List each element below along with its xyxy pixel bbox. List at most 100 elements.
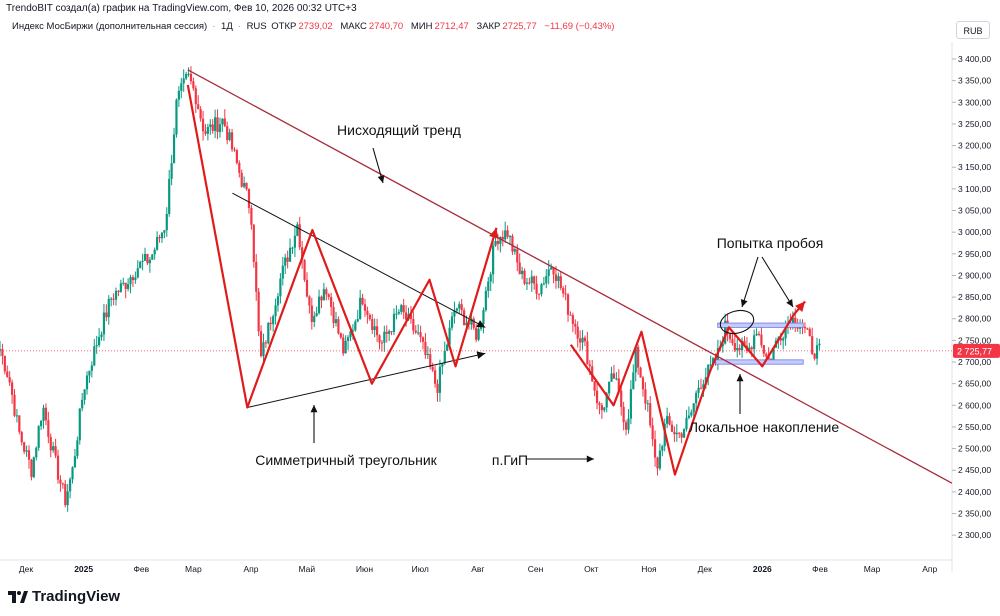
candle-body — [189, 73, 193, 82]
candle-body — [436, 383, 439, 393]
candle-body — [361, 297, 364, 305]
symbol-name[interactable]: Индекс МосБиржи (дополнительная сессия) — [12, 21, 208, 32]
candle-body — [593, 381, 596, 391]
candle-body — [762, 345, 765, 354]
price-tick-label: 3 250,00 — [958, 119, 991, 129]
candle-body — [716, 348, 720, 364]
candle-body — [622, 406, 625, 423]
chart-legend: Индекс МосБиржи (дополнительная сессия) ·… — [12, 21, 615, 32]
candle-body — [49, 436, 52, 451]
candle-body — [8, 377, 11, 383]
candle-body — [163, 230, 166, 233]
candle-body — [23, 442, 26, 452]
candle-body — [446, 344, 449, 351]
candle-body — [305, 279, 309, 297]
candle-body — [238, 162, 241, 173]
candle-body — [39, 420, 43, 427]
candle-body — [44, 407, 48, 421]
candle-body — [158, 237, 161, 239]
candle-body — [571, 315, 574, 324]
time-tick-label: 2025 — [74, 564, 93, 574]
tradingview-logo[interactable]: TradingView — [8, 588, 120, 605]
candle-body — [733, 343, 736, 351]
candle-body — [680, 433, 683, 438]
candle-body — [702, 384, 705, 389]
candle-body — [687, 415, 690, 418]
candle-body — [721, 343, 724, 347]
price-tick-label: 2 300,00 — [958, 530, 991, 540]
candle-body — [475, 327, 478, 340]
candle-body — [496, 240, 500, 244]
candle-body — [682, 429, 686, 438]
candle-body — [18, 415, 21, 432]
candle-body — [66, 491, 69, 506]
candle-body — [603, 407, 606, 411]
candle-body — [107, 298, 110, 318]
candle-body — [460, 304, 463, 311]
candle-body — [400, 305, 403, 312]
candle-body — [100, 334, 103, 337]
candle-body — [470, 318, 473, 325]
candle-body — [388, 331, 391, 334]
candle-body — [354, 321, 357, 331]
candle-body — [136, 268, 139, 278]
price-tick-label: 2 400,00 — [958, 487, 991, 497]
candle-body — [779, 337, 782, 341]
candle-body — [675, 432, 678, 435]
candle-body — [755, 333, 758, 336]
candle-body — [615, 378, 618, 380]
candle-body — [651, 425, 654, 440]
zone-annotation-label: Локальное накопление — [689, 419, 840, 435]
candle-body — [441, 363, 444, 367]
candle-body — [753, 335, 756, 350]
candle-body — [784, 326, 787, 339]
candle-body — [233, 149, 236, 151]
candle-body — [366, 310, 369, 315]
candle-body — [443, 350, 446, 364]
candle-body — [542, 283, 545, 285]
time-tick-label: Фев — [812, 564, 828, 574]
candle-body — [472, 318, 475, 328]
candle-body — [320, 296, 323, 301]
candle-body — [276, 296, 280, 306]
candle-body — [634, 346, 637, 373]
candle-body — [569, 314, 572, 316]
candle-body — [525, 282, 529, 284]
candle-body — [175, 99, 178, 135]
currency-button[interactable]: RUB — [956, 21, 990, 39]
candle-body — [218, 124, 222, 133]
candle-body — [666, 416, 669, 424]
candle-body — [201, 118, 205, 132]
candle-body — [404, 312, 408, 320]
candle-body — [90, 365, 93, 371]
candle-body — [322, 289, 326, 301]
price-tick-label: 2 550,00 — [958, 422, 991, 432]
price-tick-label: 2 350,00 — [958, 509, 991, 519]
candle-body — [608, 381, 611, 394]
candle-body — [182, 78, 185, 84]
candle-body — [670, 424, 674, 432]
price-tick-label: 3 050,00 — [958, 206, 991, 216]
candle-body — [489, 274, 492, 282]
candles — [0, 66, 821, 512]
candle-body — [310, 305, 313, 322]
candle-body — [131, 277, 135, 281]
candle-body — [535, 283, 538, 294]
change-value: −11,69 (−0,43%) — [544, 21, 615, 32]
price-tick-label: 2 700,00 — [958, 357, 991, 367]
candle-body — [709, 364, 712, 366]
candle-body — [627, 418, 630, 430]
candle-body — [656, 457, 659, 469]
interval-label[interactable]: 1Д — [221, 21, 233, 32]
tradingview-logo-icon — [8, 590, 28, 603]
candle-body — [458, 304, 461, 309]
price-tick-label: 2 800,00 — [958, 314, 991, 324]
candle-body — [748, 347, 751, 351]
time-tick-label: Июн — [356, 564, 373, 574]
candle-body — [269, 322, 272, 325]
candle-body — [10, 382, 14, 395]
candle-body — [105, 312, 108, 318]
candle-body — [240, 172, 243, 187]
candle-body — [252, 224, 255, 262]
